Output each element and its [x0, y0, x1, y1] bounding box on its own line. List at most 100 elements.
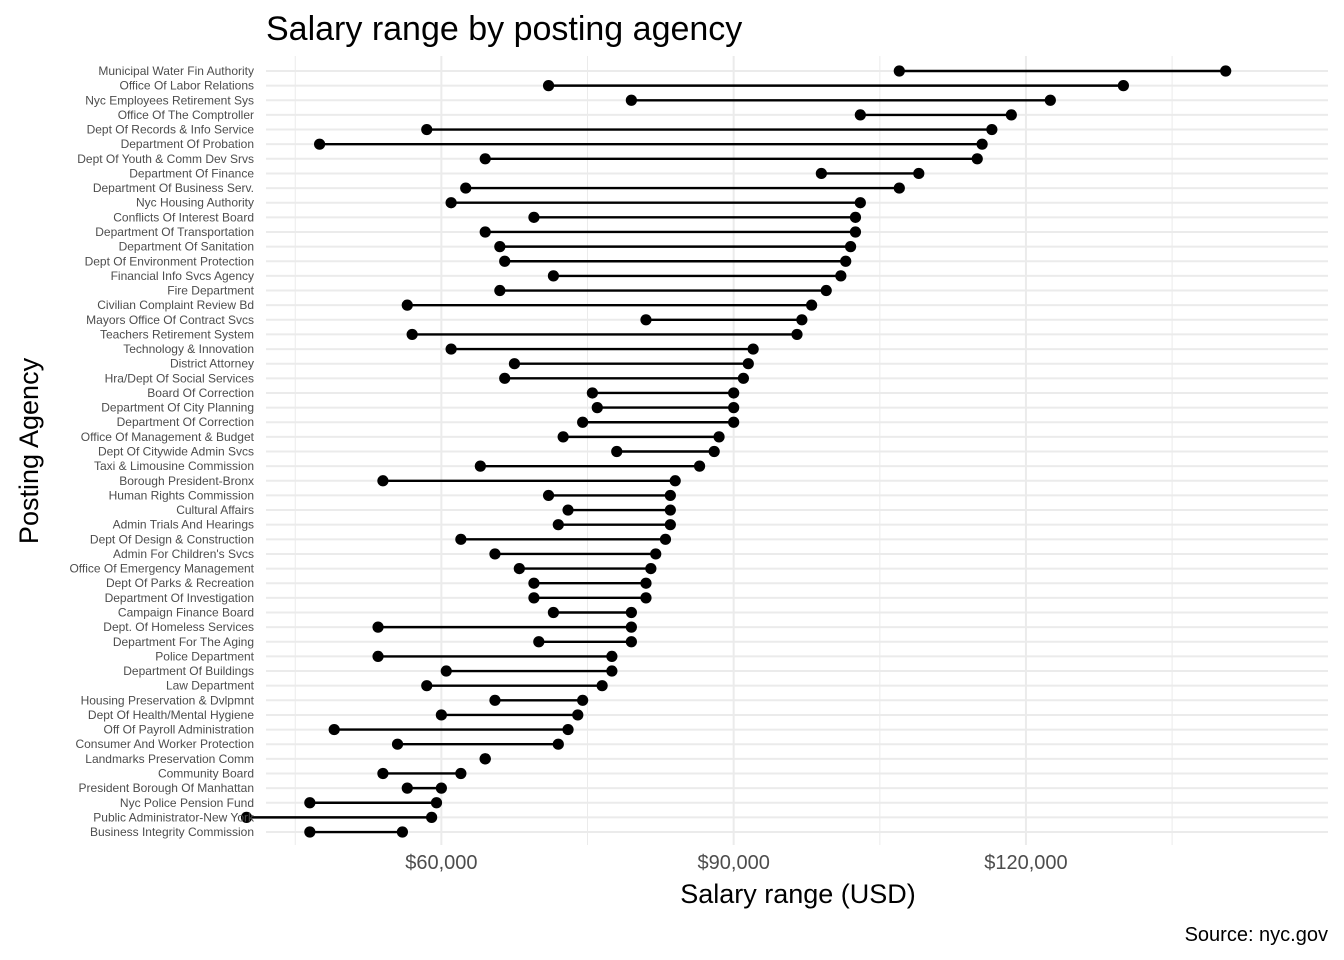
- agency-label: Public Administrator-New York: [93, 810, 255, 824]
- salary-max-point: [1005, 109, 1017, 121]
- salary-max-point: [426, 811, 438, 823]
- salary-max-point: [664, 489, 676, 502]
- salary-min-point: [304, 797, 316, 809]
- salary-max-point: [1117, 80, 1129, 92]
- agency-label: Police Department: [155, 649, 254, 663]
- salary-min-point: [625, 94, 637, 106]
- agency-label: Housing Preservation & Dvlpmnt: [81, 693, 255, 707]
- agency-label: Department Of Correction: [117, 415, 254, 429]
- salary-min-point: [328, 723, 340, 736]
- agency-label: Office Of The Comptroller: [118, 108, 254, 122]
- salary-min-point: [445, 197, 457, 209]
- agency-label: Department Of Investigation: [105, 591, 254, 605]
- salary-min-point: [854, 109, 866, 121]
- salary-max-point: [849, 211, 862, 223]
- salary-max-point: [606, 650, 618, 663]
- agency-label: Nyc Housing Authority: [136, 196, 254, 210]
- salary-max-point: [430, 797, 443, 809]
- salary-max-point: [693, 460, 706, 472]
- agency-label: Civilian Complaint Review Bd: [97, 298, 254, 312]
- salary-min-point: [499, 372, 511, 384]
- salary-max-point: [596, 680, 608, 692]
- agency-label: Office Of Management & Budget: [81, 430, 255, 444]
- agency-label: Department Of Transportation: [95, 225, 254, 239]
- salary-min-point: [499, 255, 511, 267]
- agency-label: Admin Trials And Hearings: [113, 518, 254, 532]
- x-tick-label: $120,000: [984, 852, 1067, 874]
- salary-max-point: [854, 197, 866, 209]
- salary-min-point: [489, 548, 501, 560]
- agency-label: Dept Of Health/Mental Hygiene: [88, 708, 254, 722]
- salary-min-point: [489, 694, 501, 706]
- salary-min-point: [401, 299, 413, 311]
- salary-max-point: [708, 445, 720, 458]
- dumbbell-marks: [240, 65, 1232, 838]
- salary-min-point: [445, 343, 457, 355]
- salary-min-point: [372, 650, 384, 663]
- agency-label: Dept Of Records & Info Service: [87, 123, 255, 137]
- salary-min-point: [533, 636, 545, 648]
- salary-min-point: [513, 562, 525, 575]
- salary-min-point: [460, 182, 472, 194]
- agency-label: Campaign Finance Board: [118, 605, 254, 619]
- salary-max-point: [986, 123, 998, 136]
- agency-label: Borough President-Bronx: [119, 474, 254, 488]
- agency-label: Office Of Emergency Management: [69, 562, 254, 576]
- salary-max-point: [835, 270, 847, 282]
- agency-label: Admin For Children's Svcs: [113, 547, 254, 561]
- agency-label: District Attorney: [170, 357, 254, 371]
- agency-label: Department Of Buildings: [123, 664, 254, 678]
- salary-min-point: [591, 402, 603, 414]
- salary-max-point: [1220, 65, 1232, 77]
- agency-label: Fire Department: [167, 284, 254, 298]
- salary-max-point: [669, 475, 681, 487]
- salary-min-point: [391, 738, 404, 750]
- salary-max-point: [728, 416, 740, 428]
- salary-max-point: [713, 431, 725, 443]
- salary-min-point: [455, 533, 467, 545]
- salary-min-point: [528, 577, 540, 589]
- salary-min-point: [528, 211, 540, 223]
- salary-max-point: [971, 153, 983, 165]
- agency-label: Department Of Business Serv.: [93, 181, 254, 195]
- salary-max-point: [562, 723, 574, 736]
- salary-min-point: [547, 270, 560, 282]
- salary-min-point: [586, 387, 598, 399]
- salary-max-point: [791, 328, 803, 341]
- salary-min-point: [372, 621, 384, 633]
- salary-max-point: [659, 533, 672, 545]
- salary-max-point: [893, 182, 905, 194]
- x-tick-labels: $60,000 $90,000 $120,000: [405, 852, 1067, 874]
- x-axis-title: Salary range (USD): [680, 879, 916, 909]
- agency-label: Taxi & Limousine Commission: [94, 459, 254, 473]
- salary-min-point: [562, 504, 574, 516]
- salary-max-point: [435, 782, 447, 794]
- salary-min-point: [313, 138, 326, 150]
- salary-min-point: [377, 475, 389, 487]
- salary-max-point: [552, 738, 564, 750]
- salary-max-point: [1044, 94, 1056, 106]
- salary-min-point: [815, 167, 827, 180]
- salary-min-point: [421, 123, 433, 136]
- salary-max-point: [455, 767, 467, 780]
- salary-max-point: [664, 504, 676, 516]
- salary-min-point: [542, 80, 555, 92]
- salary-max-point: [747, 343, 759, 355]
- salary-min-point: [440, 665, 452, 677]
- salary-min-point: [479, 153, 491, 165]
- salary-min-point: [377, 767, 389, 780]
- agency-label: Mayors Office Of Contract Svcs: [86, 313, 254, 327]
- agency-label: Municipal Water Fin Authority: [98, 64, 254, 78]
- grid-lines: [266, 56, 1328, 845]
- salary-max-point: [849, 226, 862, 238]
- agency-label: Business Integrity Commission: [90, 825, 254, 839]
- salary-max-point: [625, 621, 637, 633]
- agency-label: Nyc Employees Retirement Sys: [85, 93, 254, 107]
- salary-max-point: [976, 138, 988, 150]
- salary-max-point: [650, 548, 662, 560]
- salary-min-point: [508, 358, 521, 370]
- salary-min-point: [557, 431, 569, 443]
- salary-max-point: [728, 402, 740, 414]
